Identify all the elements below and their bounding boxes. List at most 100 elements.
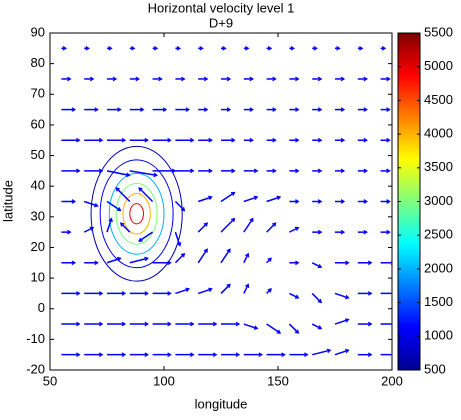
arrow-head: [317, 137, 323, 143]
arrow: [312, 229, 323, 235]
plot-frame: [49, 32, 393, 371]
arrow: [266, 195, 282, 203]
arrow-shaft: [243, 284, 249, 294]
arrow: [107, 352, 127, 357]
arrow-shaft: [311, 292, 322, 303]
arrow: [312, 199, 323, 204]
arrow: [138, 231, 154, 242]
arrow: [243, 352, 263, 357]
arrow-head: [231, 137, 236, 143]
colorbar-tick-label: 1500: [424, 294, 453, 309]
arrow-head: [249, 137, 254, 143]
arrow-head: [162, 107, 168, 112]
arrow: [289, 76, 300, 82]
arrow: [357, 76, 368, 82]
arrow: [61, 321, 81, 327]
arrow-head: [116, 256, 122, 262]
arrow: [220, 191, 236, 203]
arrow-shaft: [243, 323, 258, 330]
arrow: [334, 318, 350, 325]
arrow-head: [340, 107, 346, 112]
arrow-shaft: [115, 187, 131, 203]
x-tick-label: 50: [43, 373, 57, 388]
arrow: [289, 292, 300, 299]
arrow-head: [340, 199, 346, 204]
arrow-head: [180, 252, 186, 258]
arrow: [289, 226, 300, 233]
arrow-head: [295, 199, 300, 204]
arrow: [175, 352, 195, 357]
arrow: [243, 46, 250, 51]
arrow-head: [340, 229, 346, 235]
y-axis-label: latitude: [0, 180, 15, 222]
arrow: [107, 137, 127, 143]
arrow: [84, 168, 104, 174]
arrow: [175, 137, 195, 143]
arrow: [83, 226, 95, 233]
arrow-head: [94, 202, 99, 208]
arrow-head: [363, 229, 368, 235]
arrow: [243, 107, 254, 112]
arrow-head: [76, 168, 81, 174]
arrow-head: [272, 107, 277, 112]
arrow-head: [98, 168, 104, 174]
arrow-head: [272, 168, 277, 174]
arrow-head: [203, 107, 209, 112]
colorbar-tick-label: 4000: [424, 126, 453, 141]
arrow-shaft: [266, 323, 281, 334]
chart-subtitle: D+9: [209, 15, 233, 30]
arrow: [357, 107, 368, 112]
arrow-head: [363, 76, 368, 82]
arrow: [221, 137, 236, 143]
arrow: [243, 252, 250, 264]
arrow: [221, 352, 241, 357]
colorbar-tick-label: 3000: [424, 193, 453, 208]
chart-title: Horizontal velocity level 1: [148, 0, 295, 15]
arrow: [83, 200, 99, 208]
arrow-head: [108, 217, 113, 223]
arrow-head: [317, 263, 323, 269]
arrow-head: [295, 260, 300, 266]
arrow-head: [153, 46, 159, 51]
arrow: [335, 107, 346, 112]
arrow-shaft: [83, 226, 94, 233]
arrow-head: [363, 168, 368, 174]
arrow-head: [235, 321, 241, 327]
arrow: [380, 260, 392, 266]
arrow: [289, 137, 300, 143]
arrow-head: [336, 46, 341, 51]
arrow: [129, 170, 158, 178]
arrow-head: [167, 352, 172, 357]
arrow: [61, 107, 77, 112]
contour: [115, 182, 158, 245]
arrow: [380, 76, 391, 82]
arrow-head: [344, 294, 350, 300]
arrow: [312, 348, 332, 356]
arrow-head: [386, 199, 391, 204]
arrow-head: [367, 352, 373, 357]
arrow-head: [290, 46, 296, 51]
arrow: [198, 107, 209, 112]
arrow: [198, 76, 209, 82]
arrow-head: [244, 46, 250, 51]
arrow-shaft: [83, 200, 98, 207]
arrow-head: [67, 229, 72, 235]
arrow-head: [121, 137, 127, 143]
arrow: [119, 222, 131, 233]
arrow-head: [94, 260, 99, 266]
arrow: [152, 76, 163, 82]
arrow: [198, 352, 218, 357]
arrow: [175, 168, 195, 174]
arrow: [175, 76, 186, 82]
arrow-head: [121, 291, 127, 296]
arrow: [311, 262, 323, 269]
arrow-head: [295, 107, 300, 112]
arrow-head: [76, 352, 81, 357]
arrow-head: [317, 229, 323, 235]
arrow: [357, 168, 368, 174]
arrow-head: [180, 206, 186, 212]
arrow: [335, 199, 346, 204]
arrow: [84, 352, 104, 357]
arrow-head: [98, 291, 104, 296]
arrow: [84, 107, 99, 112]
